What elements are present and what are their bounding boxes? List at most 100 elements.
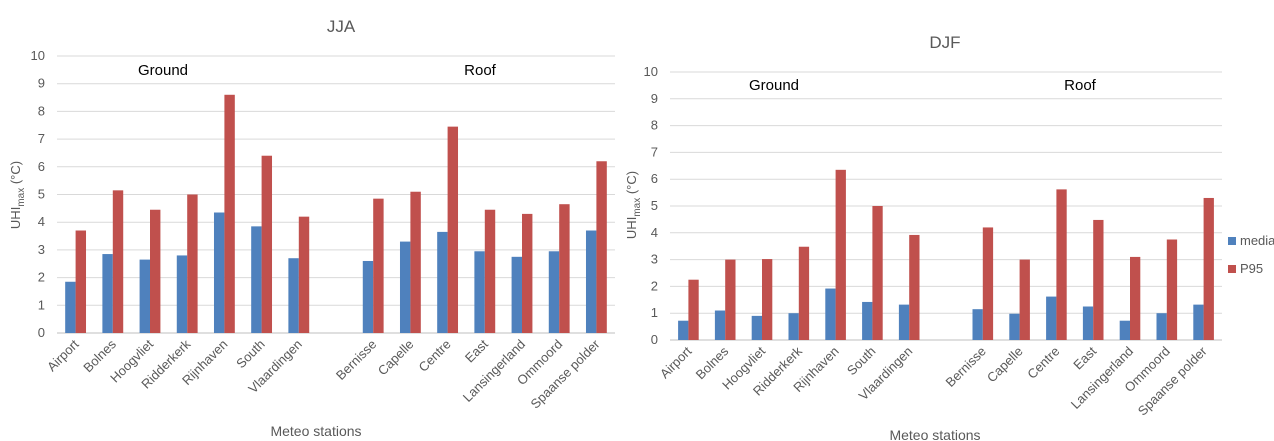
y-axis-label-unit: (°C) <box>624 171 639 198</box>
bar-p95 <box>909 234 920 340</box>
bar-mediar <box>288 258 299 333</box>
bar-p95 <box>596 161 607 333</box>
bar-p95 <box>872 206 883 340</box>
y-axis-label-sub: max <box>632 198 643 217</box>
bar-p95 <box>75 230 87 333</box>
y-tick-label: 9 <box>651 91 658 106</box>
x-tick-label: Bernisse <box>333 337 379 383</box>
bar-p95 <box>261 155 273 333</box>
y-tick-label: 0 <box>651 332 658 347</box>
y-tick-label: 4 <box>38 214 45 229</box>
bar-p95 <box>410 191 421 333</box>
bar-p95 <box>762 259 773 340</box>
y-tick-label: 10 <box>644 64 658 79</box>
y-tick-label: 6 <box>38 159 45 174</box>
bar-mediar <box>251 226 262 333</box>
bar-p95 <box>298 216 310 333</box>
legend-swatch-p95 <box>1228 265 1236 273</box>
legend-swatch-mediar <box>1228 237 1236 245</box>
y-tick-label: 7 <box>38 131 45 146</box>
bar-p95 <box>224 94 235 333</box>
y-tick-label: 10 <box>31 48 45 63</box>
y-axis-label-sub: max <box>16 188 27 207</box>
bar-mediar <box>1193 304 1204 340</box>
bar-p95 <box>835 169 846 340</box>
bar-p95 <box>1019 259 1030 340</box>
x-tick-label: Airport <box>44 336 82 374</box>
bar-mediar <box>548 251 560 333</box>
bar-mediar <box>511 256 522 333</box>
y-tick-label: 1 <box>651 305 658 320</box>
x-tick-label: Airport <box>657 343 695 381</box>
bar-p95 <box>522 213 533 333</box>
y-axis-label: UHImax (°C) <box>624 171 643 239</box>
bar-mediar <box>399 241 411 333</box>
bar-mediar <box>65 281 76 333</box>
bar-p95 <box>187 194 198 333</box>
bar-mediar <box>213 212 225 333</box>
bar-mediar <box>825 288 836 340</box>
x-tick-label: Capelle <box>984 344 1026 386</box>
bar-mediar <box>862 301 873 340</box>
group-label-roof: Roof <box>464 62 497 79</box>
bar-mediar <box>362 260 374 333</box>
bar-mediar <box>437 231 448 333</box>
bar-p95 <box>1093 219 1104 340</box>
bar-mediar <box>1046 296 1057 340</box>
x-axis-label: Meteo stations <box>889 427 980 441</box>
y-axis-label-unit: (°C) <box>8 161 23 188</box>
group-label-ground: Ground <box>749 77 799 94</box>
x-tick-label: Spaanse polder <box>528 336 603 411</box>
bar-p95 <box>1203 197 1214 340</box>
y-tick-label: 6 <box>651 171 658 186</box>
bar-p95 <box>112 190 124 333</box>
bar-mediar <box>102 254 113 333</box>
group-label-ground: Ground <box>138 62 188 79</box>
bar-p95 <box>1130 256 1141 340</box>
y-tick-label: 0 <box>38 325 45 340</box>
x-tick-label: South <box>844 344 879 379</box>
y-tick-label: 2 <box>38 270 45 285</box>
legend-label-mediar: mediar <box>1240 233 1274 248</box>
y-axis-label-main: UHI <box>8 207 23 229</box>
bar-p95 <box>373 198 384 333</box>
y-axis-label-main: UHI <box>624 217 639 239</box>
y-tick-label: 5 <box>651 198 658 213</box>
bar-mediar <box>1082 306 1094 340</box>
bar-p95 <box>559 204 570 333</box>
bar-mediar <box>176 255 188 333</box>
bar-mediar <box>139 259 150 333</box>
bar-mediar <box>751 315 762 340</box>
x-tick-label: Bernisse <box>943 344 989 390</box>
bar-mediar <box>1119 320 1130 340</box>
bar-mediar <box>474 251 485 333</box>
bar-p95 <box>1056 189 1067 340</box>
bar-mediar <box>972 309 983 340</box>
bar-p95 <box>982 227 994 340</box>
bar-p95 <box>725 259 736 340</box>
chart-title: DJF <box>929 33 960 52</box>
bar-p95 <box>1166 239 1178 340</box>
bar-mediar <box>678 320 689 340</box>
bar-p95 <box>447 126 459 333</box>
x-tick-label: South <box>233 337 268 372</box>
bar-p95 <box>150 209 161 333</box>
bar-p95 <box>798 246 810 340</box>
y-tick-label: 9 <box>38 76 45 91</box>
x-tick-label: Capelle <box>375 337 417 379</box>
y-axis-label: UHImax (°C) <box>8 161 27 229</box>
group-label-roof: Roof <box>1064 77 1097 94</box>
y-tick-label: 1 <box>38 297 45 312</box>
y-tick-label: 3 <box>38 242 45 257</box>
bar-mediar <box>788 313 799 340</box>
x-axis-label: Meteo stations <box>270 423 361 439</box>
bar-mediar <box>1156 313 1167 340</box>
x-tick-label: Centre <box>1024 344 1062 382</box>
bar-mediar <box>585 230 597 333</box>
bar-mediar <box>1009 313 1020 340</box>
chart-title: JJA <box>327 17 356 36</box>
